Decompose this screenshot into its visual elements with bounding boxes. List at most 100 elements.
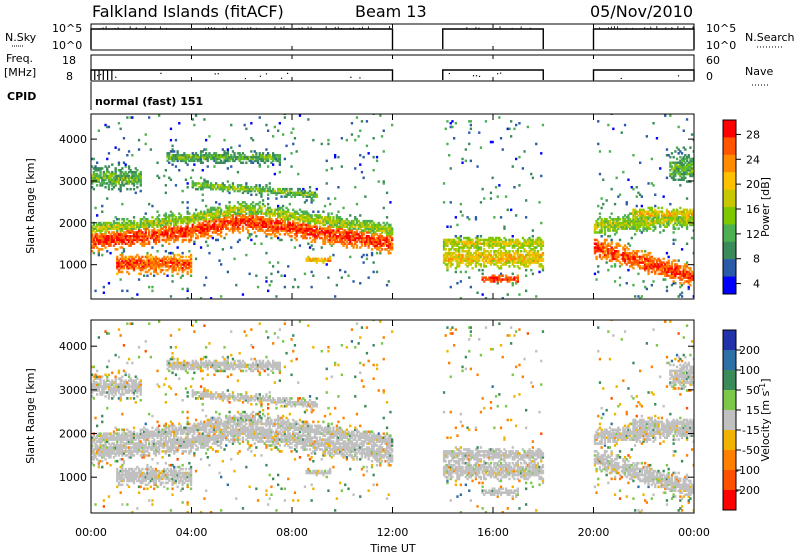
power-cell bbox=[179, 218, 183, 221]
power-cell bbox=[662, 261, 665, 264]
power-cell bbox=[541, 265, 545, 268]
power-cell bbox=[634, 255, 637, 259]
power-cell bbox=[354, 218, 357, 221]
power-cell bbox=[153, 274, 156, 277]
power-cell bbox=[285, 210, 288, 213]
power-cell bbox=[468, 253, 471, 257]
power-cell bbox=[342, 221, 345, 225]
power-cell bbox=[109, 233, 112, 236]
power-cell bbox=[132, 187, 136, 191]
power-cell bbox=[109, 244, 112, 247]
power-cell bbox=[215, 216, 218, 219]
power-cell bbox=[143, 265, 146, 268]
power-cell bbox=[322, 261, 325, 264]
power-cell bbox=[446, 251, 449, 255]
power-cell bbox=[307, 255, 310, 259]
power-cell bbox=[483, 255, 486, 259]
power-cell bbox=[332, 231, 335, 234]
power-cell bbox=[166, 231, 169, 234]
power-cell bbox=[193, 155, 196, 159]
power-cell bbox=[260, 216, 263, 219]
power-cell bbox=[231, 223, 235, 227]
power-cell bbox=[139, 174, 142, 178]
power-cell bbox=[615, 244, 618, 247]
power-cell bbox=[355, 218, 359, 221]
power-cell bbox=[625, 202, 628, 206]
power-cell bbox=[511, 283, 514, 287]
power-cell bbox=[111, 180, 114, 183]
power-cell bbox=[250, 208, 253, 212]
power-cell bbox=[365, 235, 369, 238]
power-cell bbox=[362, 176, 365, 180]
power-cell bbox=[339, 236, 342, 240]
power-cell bbox=[622, 216, 625, 219]
power-cell bbox=[610, 240, 613, 244]
nave-dot bbox=[448, 72, 450, 75]
power-cell bbox=[96, 172, 99, 176]
power-cell bbox=[250, 157, 253, 161]
power-cell bbox=[210, 208, 213, 212]
power-cell bbox=[171, 163, 174, 166]
power-cell bbox=[600, 244, 603, 247]
power-cell bbox=[225, 204, 228, 208]
nsky-panel: N.Sky 10^5 10^0 10^5 10^0 N.Search bbox=[5, 22, 795, 52]
power-cell bbox=[367, 225, 370, 228]
power-cell bbox=[136, 176, 139, 180]
power-cell bbox=[516, 253, 519, 257]
power-cell bbox=[474, 257, 478, 261]
power-cell bbox=[129, 169, 132, 172]
power-cell bbox=[273, 227, 276, 230]
power-cell bbox=[597, 250, 600, 253]
power-cell bbox=[327, 221, 330, 225]
power-cell bbox=[163, 272, 166, 276]
power-cell bbox=[313, 233, 317, 236]
power-cell bbox=[630, 225, 633, 228]
power-cell bbox=[260, 193, 263, 196]
power-cell bbox=[329, 235, 332, 238]
power-cell bbox=[469, 263, 472, 266]
power-cell bbox=[106, 242, 109, 245]
power-cell bbox=[265, 159, 268, 163]
power-cell bbox=[603, 223, 607, 227]
power-cell bbox=[298, 229, 302, 232]
power-cell bbox=[137, 180, 141, 183]
power-cell bbox=[345, 231, 348, 234]
power-cell bbox=[474, 240, 478, 244]
power-cell bbox=[186, 219, 189, 223]
power-cell bbox=[191, 229, 194, 232]
power-cell bbox=[238, 223, 241, 227]
power-cell bbox=[277, 221, 280, 225]
power-cell bbox=[359, 163, 362, 166]
power-cell bbox=[327, 142, 330, 146]
power-cell bbox=[295, 212, 298, 215]
power-cell bbox=[496, 280, 499, 283]
power-cell bbox=[171, 212, 174, 215]
power-cell bbox=[225, 210, 228, 213]
power-cell bbox=[657, 219, 660, 223]
power-cell bbox=[226, 157, 229, 161]
power-cell bbox=[308, 195, 312, 198]
power-cell bbox=[183, 259, 186, 262]
power-cell bbox=[122, 219, 126, 223]
power-cell bbox=[230, 206, 233, 210]
power-cell bbox=[513, 261, 516, 264]
power-cell bbox=[171, 150, 174, 153]
power-cell bbox=[213, 206, 216, 210]
power-cell bbox=[489, 240, 493, 244]
power-cell bbox=[94, 244, 97, 247]
power-cell bbox=[295, 227, 298, 230]
power-cell bbox=[339, 268, 342, 272]
power-cell bbox=[456, 261, 459, 264]
power-cell bbox=[293, 225, 297, 228]
power-cell bbox=[391, 248, 394, 251]
power-cell bbox=[329, 259, 332, 262]
power-cell bbox=[456, 223, 459, 227]
power-cell bbox=[660, 210, 664, 213]
power-cell bbox=[340, 235, 343, 238]
power-cell bbox=[211, 216, 214, 219]
power-cell bbox=[132, 219, 136, 223]
power-cell bbox=[501, 246, 504, 249]
power-cell bbox=[270, 210, 273, 213]
power-cell bbox=[293, 229, 297, 232]
power-cell bbox=[379, 250, 382, 253]
